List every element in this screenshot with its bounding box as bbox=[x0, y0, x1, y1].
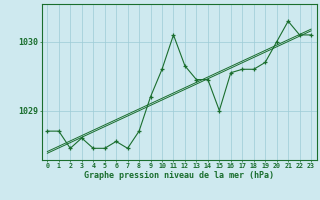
X-axis label: Graphe pression niveau de la mer (hPa): Graphe pression niveau de la mer (hPa) bbox=[84, 171, 274, 180]
